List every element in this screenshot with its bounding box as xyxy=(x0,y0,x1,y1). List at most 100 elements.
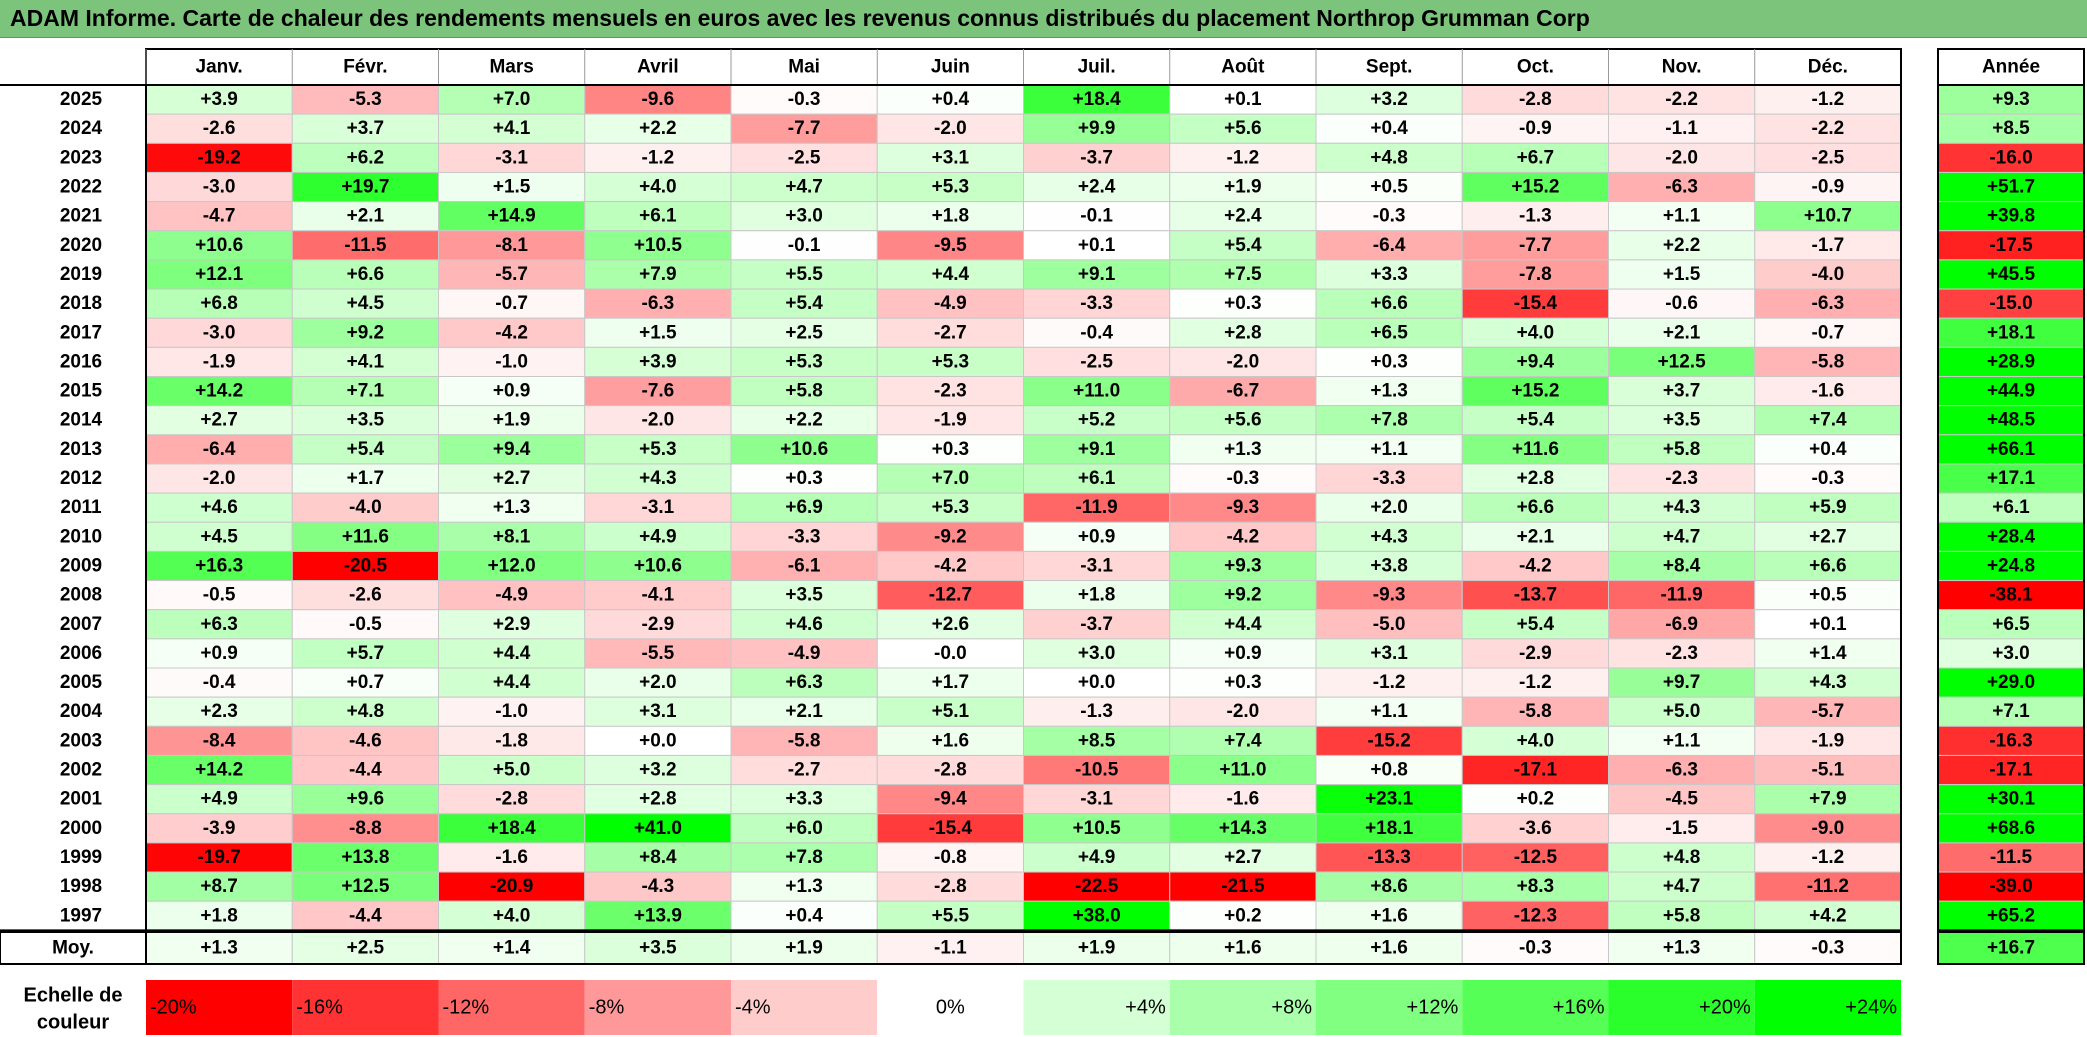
cell-value: +4.1 xyxy=(347,351,385,372)
heatmap-cell xyxy=(876,230,1024,261)
year-total-value: +17.1 xyxy=(1987,468,2036,489)
month-header: Juin xyxy=(931,57,970,78)
heatmap-cell xyxy=(145,842,293,873)
heatmap-cell xyxy=(1461,113,1609,144)
year-label: 1999 xyxy=(60,847,102,868)
heatmap-cell xyxy=(730,784,878,815)
heatmap-cell xyxy=(1169,434,1317,465)
cell-value: +3.2 xyxy=(1370,89,1408,110)
heatmap-cell xyxy=(438,725,586,756)
heatmap-cell xyxy=(876,696,1024,727)
cell-value: +5.3 xyxy=(932,497,970,518)
cell-value: -2.0 xyxy=(203,468,236,489)
heatmap-cell xyxy=(1169,900,1317,931)
cell-value: +0.4 xyxy=(785,905,823,926)
average-value: -0.3 xyxy=(1812,938,1845,959)
heatmap-cell xyxy=(438,463,586,494)
heatmap-cell xyxy=(1023,201,1171,232)
cell-value: +7.9 xyxy=(639,264,677,285)
cell-value: -1.3 xyxy=(1519,206,1552,227)
cell-value: -7.6 xyxy=(642,381,675,402)
cell-value: +0.2 xyxy=(1517,789,1555,810)
cell-value: -5.7 xyxy=(1812,701,1845,722)
heatmap-cell xyxy=(584,434,732,465)
month-header: Nov. xyxy=(1662,57,1702,78)
cell-value: -0.0 xyxy=(934,643,967,664)
scale-swatch xyxy=(438,980,585,1035)
heatmap-cell xyxy=(1461,871,1609,902)
cell-value: +2.6 xyxy=(932,614,970,635)
cell-value: -1.2 xyxy=(642,147,675,168)
cell-value: -4.2 xyxy=(1227,526,1260,547)
heatmap-cell xyxy=(438,696,586,727)
heatmap-cell xyxy=(1754,725,1902,756)
heatmap-cell xyxy=(1023,580,1171,611)
cell-value: +23.1 xyxy=(1365,789,1414,810)
cell-value: -0.3 xyxy=(1373,206,1406,227)
scale-swatch xyxy=(1169,980,1316,1035)
heatmap-cell xyxy=(1608,171,1756,203)
cell-value: +2.2 xyxy=(785,410,823,431)
cell-value: -2.0 xyxy=(642,410,675,431)
cell-value: +6.8 xyxy=(200,293,238,314)
heatmap-cell xyxy=(1023,346,1171,378)
cell-value: +0.5 xyxy=(1809,585,1847,606)
cell-value: +9.2 xyxy=(1224,585,1262,606)
heatmap-cell xyxy=(1023,317,1171,348)
cell-value: +1.7 xyxy=(347,468,385,489)
average-cell xyxy=(1169,931,1317,965)
year-label: 2010 xyxy=(60,526,102,547)
average-value: +1.3 xyxy=(1663,938,1701,959)
year-total-cell xyxy=(1937,813,2085,844)
heatmap-cell xyxy=(1169,463,1317,494)
heatmap-cell xyxy=(1608,667,1756,698)
heatmap-cell xyxy=(1169,638,1317,669)
scale-swatch xyxy=(731,980,878,1035)
cell-value: +6.2 xyxy=(347,147,385,168)
cell-value: +2.4 xyxy=(1224,206,1262,227)
cell-value: -5.1 xyxy=(1812,760,1845,781)
cell-value: +3.5 xyxy=(1663,410,1701,431)
cell-value: +19.7 xyxy=(341,177,389,198)
heatmap-cell xyxy=(1315,725,1463,756)
cell-value: +3.0 xyxy=(1078,643,1116,664)
cell-value: -6.4 xyxy=(1373,235,1406,256)
heatmap-cell xyxy=(1169,113,1317,144)
heatmap-cell xyxy=(1315,580,1463,611)
year-total-value: +45.5 xyxy=(1987,264,2036,285)
cell-value: +7.5 xyxy=(1224,264,1262,285)
heatmap-cell xyxy=(730,900,878,931)
cell-value: +1.3 xyxy=(1370,381,1408,402)
scale-value: -4% xyxy=(735,997,771,1019)
heatmap-cell xyxy=(584,900,732,931)
cell-value: -0.8 xyxy=(934,847,967,868)
heatmap-cell xyxy=(291,842,439,873)
cell-value: +5.0 xyxy=(493,760,531,781)
year-label: 2006 xyxy=(60,643,102,664)
year-total-value: +3.0 xyxy=(1992,643,2030,664)
heatmap-cell xyxy=(1169,201,1317,232)
year-total-value: +28.9 xyxy=(1987,351,2035,372)
heatmap-cell xyxy=(145,405,293,436)
cell-value: +1.6 xyxy=(1370,905,1408,926)
cell-value: -4.4 xyxy=(349,760,382,781)
cell-value: +2.0 xyxy=(1370,497,1408,518)
year-label: 2014 xyxy=(60,410,103,431)
cell-value: +6.3 xyxy=(200,614,238,635)
heatmap-cell xyxy=(438,405,586,436)
cell-value: +13.8 xyxy=(341,847,389,868)
cell-value: +5.4 xyxy=(1224,235,1262,256)
cell-value: -6.1 xyxy=(788,555,821,576)
cell-value: +4.3 xyxy=(639,468,677,489)
scale-swatch xyxy=(1754,980,1901,1035)
heatmap-cell xyxy=(1023,376,1171,407)
scale-swatch xyxy=(292,980,439,1035)
heatmap-cell xyxy=(1754,230,1902,261)
cell-value: +4.9 xyxy=(639,526,677,547)
cell-value: +1.1 xyxy=(1663,206,1701,227)
cell-value: +14.2 xyxy=(195,381,243,402)
heatmap-cell xyxy=(1461,346,1609,378)
cell-value: +4.8 xyxy=(1370,147,1408,168)
cell-value: -13.3 xyxy=(1367,847,1410,868)
cell-value: +6.1 xyxy=(1078,468,1116,489)
